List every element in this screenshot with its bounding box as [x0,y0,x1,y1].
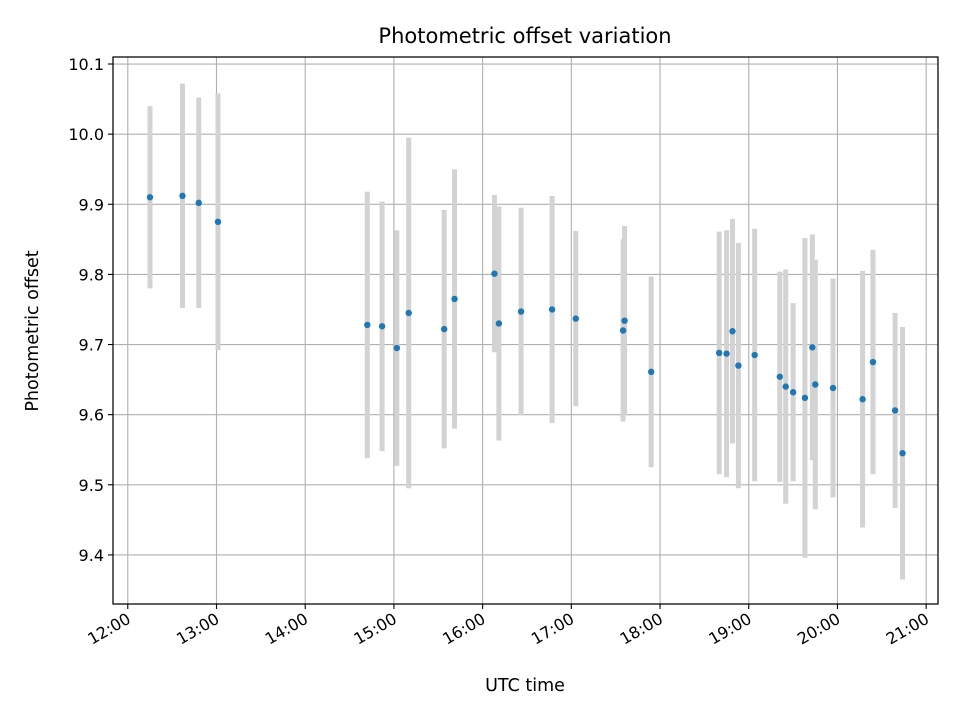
data-point [723,350,730,357]
y-tick-label: 9.9 [79,195,104,214]
data-point [899,450,906,457]
y-tick-label: 9.8 [79,265,104,284]
chart-title: Photometric offset variation [378,24,671,48]
data-point [782,383,789,390]
data-point [619,327,627,334]
data-point [440,325,448,333]
y-tick-label: 9.4 [79,546,104,565]
data-point [451,295,458,303]
data-point [809,344,816,351]
data-point [517,308,525,315]
y-tick-label: 10.0 [68,125,104,144]
data-point [776,373,784,380]
data-point [789,389,797,396]
data-point [729,328,736,335]
data-point [179,192,186,200]
data-point [621,317,628,324]
data-point [572,315,579,322]
x-axis-label: UTC time [485,676,565,696]
y-tick-label: 10.1 [68,55,104,74]
y-axis-ticks: 9.4 9.5 9.6 9.7 9.8 9.9 10.0 10.1 [68,55,113,565]
data-point [393,344,401,352]
data-point [751,351,758,359]
y-tick-label: 9.7 [79,336,104,355]
data-point [829,384,837,392]
y-axis-label: Photometric offset [23,250,43,411]
y-tick-label: 9.5 [79,476,104,495]
data-point [859,396,866,403]
data-point [364,321,371,329]
grid [113,57,938,604]
data-point [491,270,498,277]
data-point [812,381,819,388]
data-point [891,407,899,414]
y-tick-label: 9.6 [79,406,104,425]
data-point [405,309,412,317]
data-point [548,306,556,313]
data-point [195,199,202,207]
data-points [146,192,906,457]
data-point [715,349,723,357]
data-point [869,358,877,366]
data-point [801,394,809,402]
data-point [214,218,222,226]
data-point [647,368,655,376]
data-point [146,194,154,201]
data-point [735,362,742,369]
data-point [495,320,503,327]
data-point [378,323,386,330]
plot-frame [112,56,939,605]
